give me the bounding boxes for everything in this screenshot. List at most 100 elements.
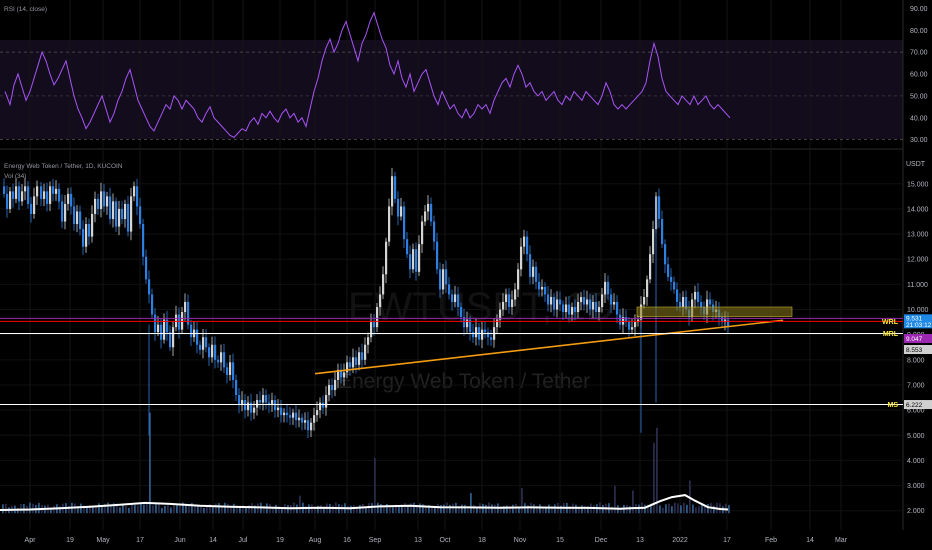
candle-body xyxy=(27,186,30,204)
volume-bar xyxy=(200,504,202,514)
candle-body xyxy=(568,304,571,315)
candle-body xyxy=(24,186,27,192)
volume-bar xyxy=(470,493,472,514)
symbol-legend[interactable]: Energy Web Token / Tether, 1D, KUCOIN xyxy=(4,163,123,170)
candle-body xyxy=(100,191,103,209)
time-axis-label: Apr xyxy=(25,537,37,544)
volume-bar xyxy=(131,504,133,514)
candle-body xyxy=(223,352,226,368)
volume-bar xyxy=(314,508,316,514)
volume-bar xyxy=(92,506,94,514)
volume-bar xyxy=(104,503,106,514)
rsi-axis-label: 30.00 xyxy=(910,137,928,144)
candle-body xyxy=(574,307,577,313)
price-axis-label: 10.000 xyxy=(907,307,929,314)
volume-pane[interactable] xyxy=(0,412,730,514)
candle-body xyxy=(631,327,634,330)
candle-body xyxy=(472,332,475,338)
candle-body xyxy=(352,357,355,368)
volume-bar xyxy=(353,505,355,514)
candle-body xyxy=(319,402,322,411)
candle-body xyxy=(103,191,106,207)
candle-body xyxy=(184,301,187,313)
volume-bar xyxy=(248,505,250,514)
candle-body xyxy=(244,400,247,411)
volume-bar xyxy=(374,457,376,514)
volume-bar xyxy=(560,505,562,514)
volume-bar xyxy=(107,502,109,514)
price-axis-label: 3.000 xyxy=(907,483,925,490)
rsi-legend[interactable]: RSI (14, close) xyxy=(4,6,47,13)
volume-legend[interactable]: Vol (34) xyxy=(4,173,26,180)
volume-bar xyxy=(518,506,520,514)
candle-body xyxy=(190,324,193,338)
volume-bar xyxy=(419,503,421,514)
volume-bar xyxy=(452,503,454,514)
volume-bar xyxy=(272,507,274,514)
candle-body xyxy=(127,203,130,232)
candle-body xyxy=(502,301,505,310)
candle-body xyxy=(490,337,493,340)
volume-bar xyxy=(119,507,121,514)
candle-body xyxy=(721,317,724,323)
volume-bar xyxy=(263,506,265,514)
candle-body xyxy=(511,299,514,308)
candle-body xyxy=(676,289,679,302)
candle-body xyxy=(12,191,15,199)
candle-body xyxy=(595,301,598,313)
candle-body xyxy=(145,256,148,280)
price-axis-label: 7.000 xyxy=(907,382,925,389)
candle-body xyxy=(304,420,307,423)
volume-bar xyxy=(359,505,361,514)
candle-body xyxy=(112,201,115,220)
candle-body xyxy=(388,206,391,242)
candle-body xyxy=(9,191,12,209)
volume-bar xyxy=(278,506,280,514)
candle-body xyxy=(268,402,271,406)
candle-body xyxy=(370,322,373,338)
volume-bar xyxy=(674,502,676,514)
volume-bar xyxy=(275,504,277,514)
volume-bar xyxy=(80,503,82,514)
candle-body xyxy=(382,274,385,295)
candle-body xyxy=(58,188,61,202)
volume-bar xyxy=(593,504,595,514)
volume-bar xyxy=(377,502,379,514)
candle-body xyxy=(286,412,289,416)
candle-body xyxy=(649,254,652,280)
candle-body xyxy=(30,203,33,214)
candle-body xyxy=(160,324,163,340)
volume-bar xyxy=(464,504,466,514)
rsi-axis-label: 50.00 xyxy=(910,93,928,100)
time-axis-label: 13 xyxy=(636,537,644,544)
candle-body xyxy=(64,203,67,222)
drawings[interactable]: WRL MRL MS xyxy=(0,306,903,409)
volume-bar xyxy=(500,506,502,514)
candle-body xyxy=(385,241,388,275)
candle-body xyxy=(205,337,208,348)
volume-bar xyxy=(509,507,511,514)
candle-body xyxy=(667,264,670,277)
candle-body xyxy=(211,344,214,358)
price-axis[interactable]: 15.00014.00013.00012.00011.00010.0009.00… xyxy=(904,181,932,515)
volume-bar xyxy=(422,504,424,514)
currency-label: USDT xyxy=(906,161,926,168)
candle-body xyxy=(79,211,82,230)
rsi-axis-label: 40.00 xyxy=(910,115,928,122)
trend-line xyxy=(314,319,784,375)
volume-bar xyxy=(158,504,160,514)
candle-body xyxy=(18,186,21,202)
volume-bar xyxy=(458,506,460,514)
volume-bar xyxy=(2,504,4,514)
volume-bar xyxy=(542,506,544,514)
rsi-indicator-pane[interactable]: 90.00 80.00 70.00 60.00 50.00 40.00 30.00 xyxy=(0,6,928,144)
volume-bar xyxy=(554,504,556,514)
time-axis-label: 16 xyxy=(343,537,351,544)
time-axis[interactable]: Apr 19 May 17 Jun 14 Jul 19 Aug 16 Sep 13 Oct 18 Nov 15… xyxy=(25,537,848,544)
price-axis-label: 8.000 xyxy=(907,357,925,364)
price-axis-label: 2.000 xyxy=(907,508,925,515)
candle-body xyxy=(364,344,367,360)
volume-bar xyxy=(539,504,541,514)
volume-bar xyxy=(197,505,199,514)
